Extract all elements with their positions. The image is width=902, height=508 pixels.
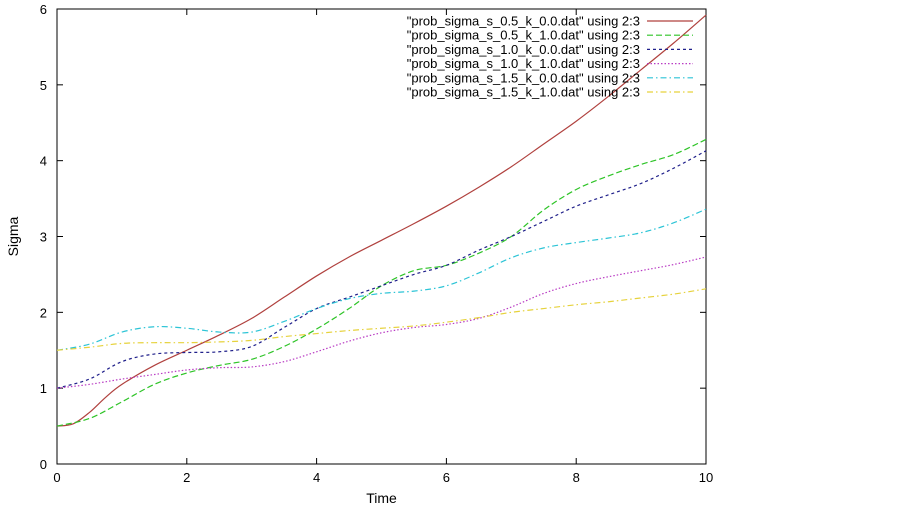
x-tick-label: 0 [53,470,60,485]
y-tick-label: 2 [40,305,47,320]
y-tick-label: 4 [40,154,47,169]
legend-entry-label: "prob_sigma_s_1.0_k_1.0.dat" using 2:3 [407,56,640,71]
series-line-6 [56,288,707,351]
y-tick-label: 3 [40,230,47,245]
legend-entry-label: "prob_sigma_s_0.5_k_1.0.dat" using 2:3 [407,28,640,43]
y-tick-label: 1 [40,381,47,396]
y-tick-label: 6 [40,2,47,17]
legend: "prob_sigma_s_0.5_k_0.0.dat" using 2:3"p… [407,14,693,100]
legend-entry-label: "prob_sigma_s_1.5_k_0.0.dat" using 2:3 [407,70,640,85]
x-tick-label: 4 [313,470,320,485]
y-tick-label: 5 [40,78,47,93]
series-line-1 [56,14,707,427]
legend-entry-label: "prob_sigma_s_0.5_k_0.0.dat" using 2:3 [407,14,640,29]
series-line-2 [56,138,707,427]
series-line-5 [56,208,707,351]
x-tick-label: 6 [443,470,450,485]
legend-entry-label: "prob_sigma_s_1.0_k_0.0.dat" using 2:3 [407,42,640,57]
legend-entry-label: "prob_sigma_s_1.5_k_1.0.dat" using 2:3 [407,85,640,100]
y-tick-label: 0 [40,457,47,472]
y-axis-label: Sigma [5,216,21,256]
x-tick-label: 2 [183,470,190,485]
x-tick-label: 10 [699,470,713,485]
series-line-3 [56,150,707,389]
x-tick-label: 8 [573,470,580,485]
axis-ticks: 0 2 4 6 8 10 0 1 2 3 4 5 6 [40,2,713,485]
series-line-4 [56,256,707,389]
series-lines [56,14,707,427]
x-axis-label: Time [366,490,397,506]
